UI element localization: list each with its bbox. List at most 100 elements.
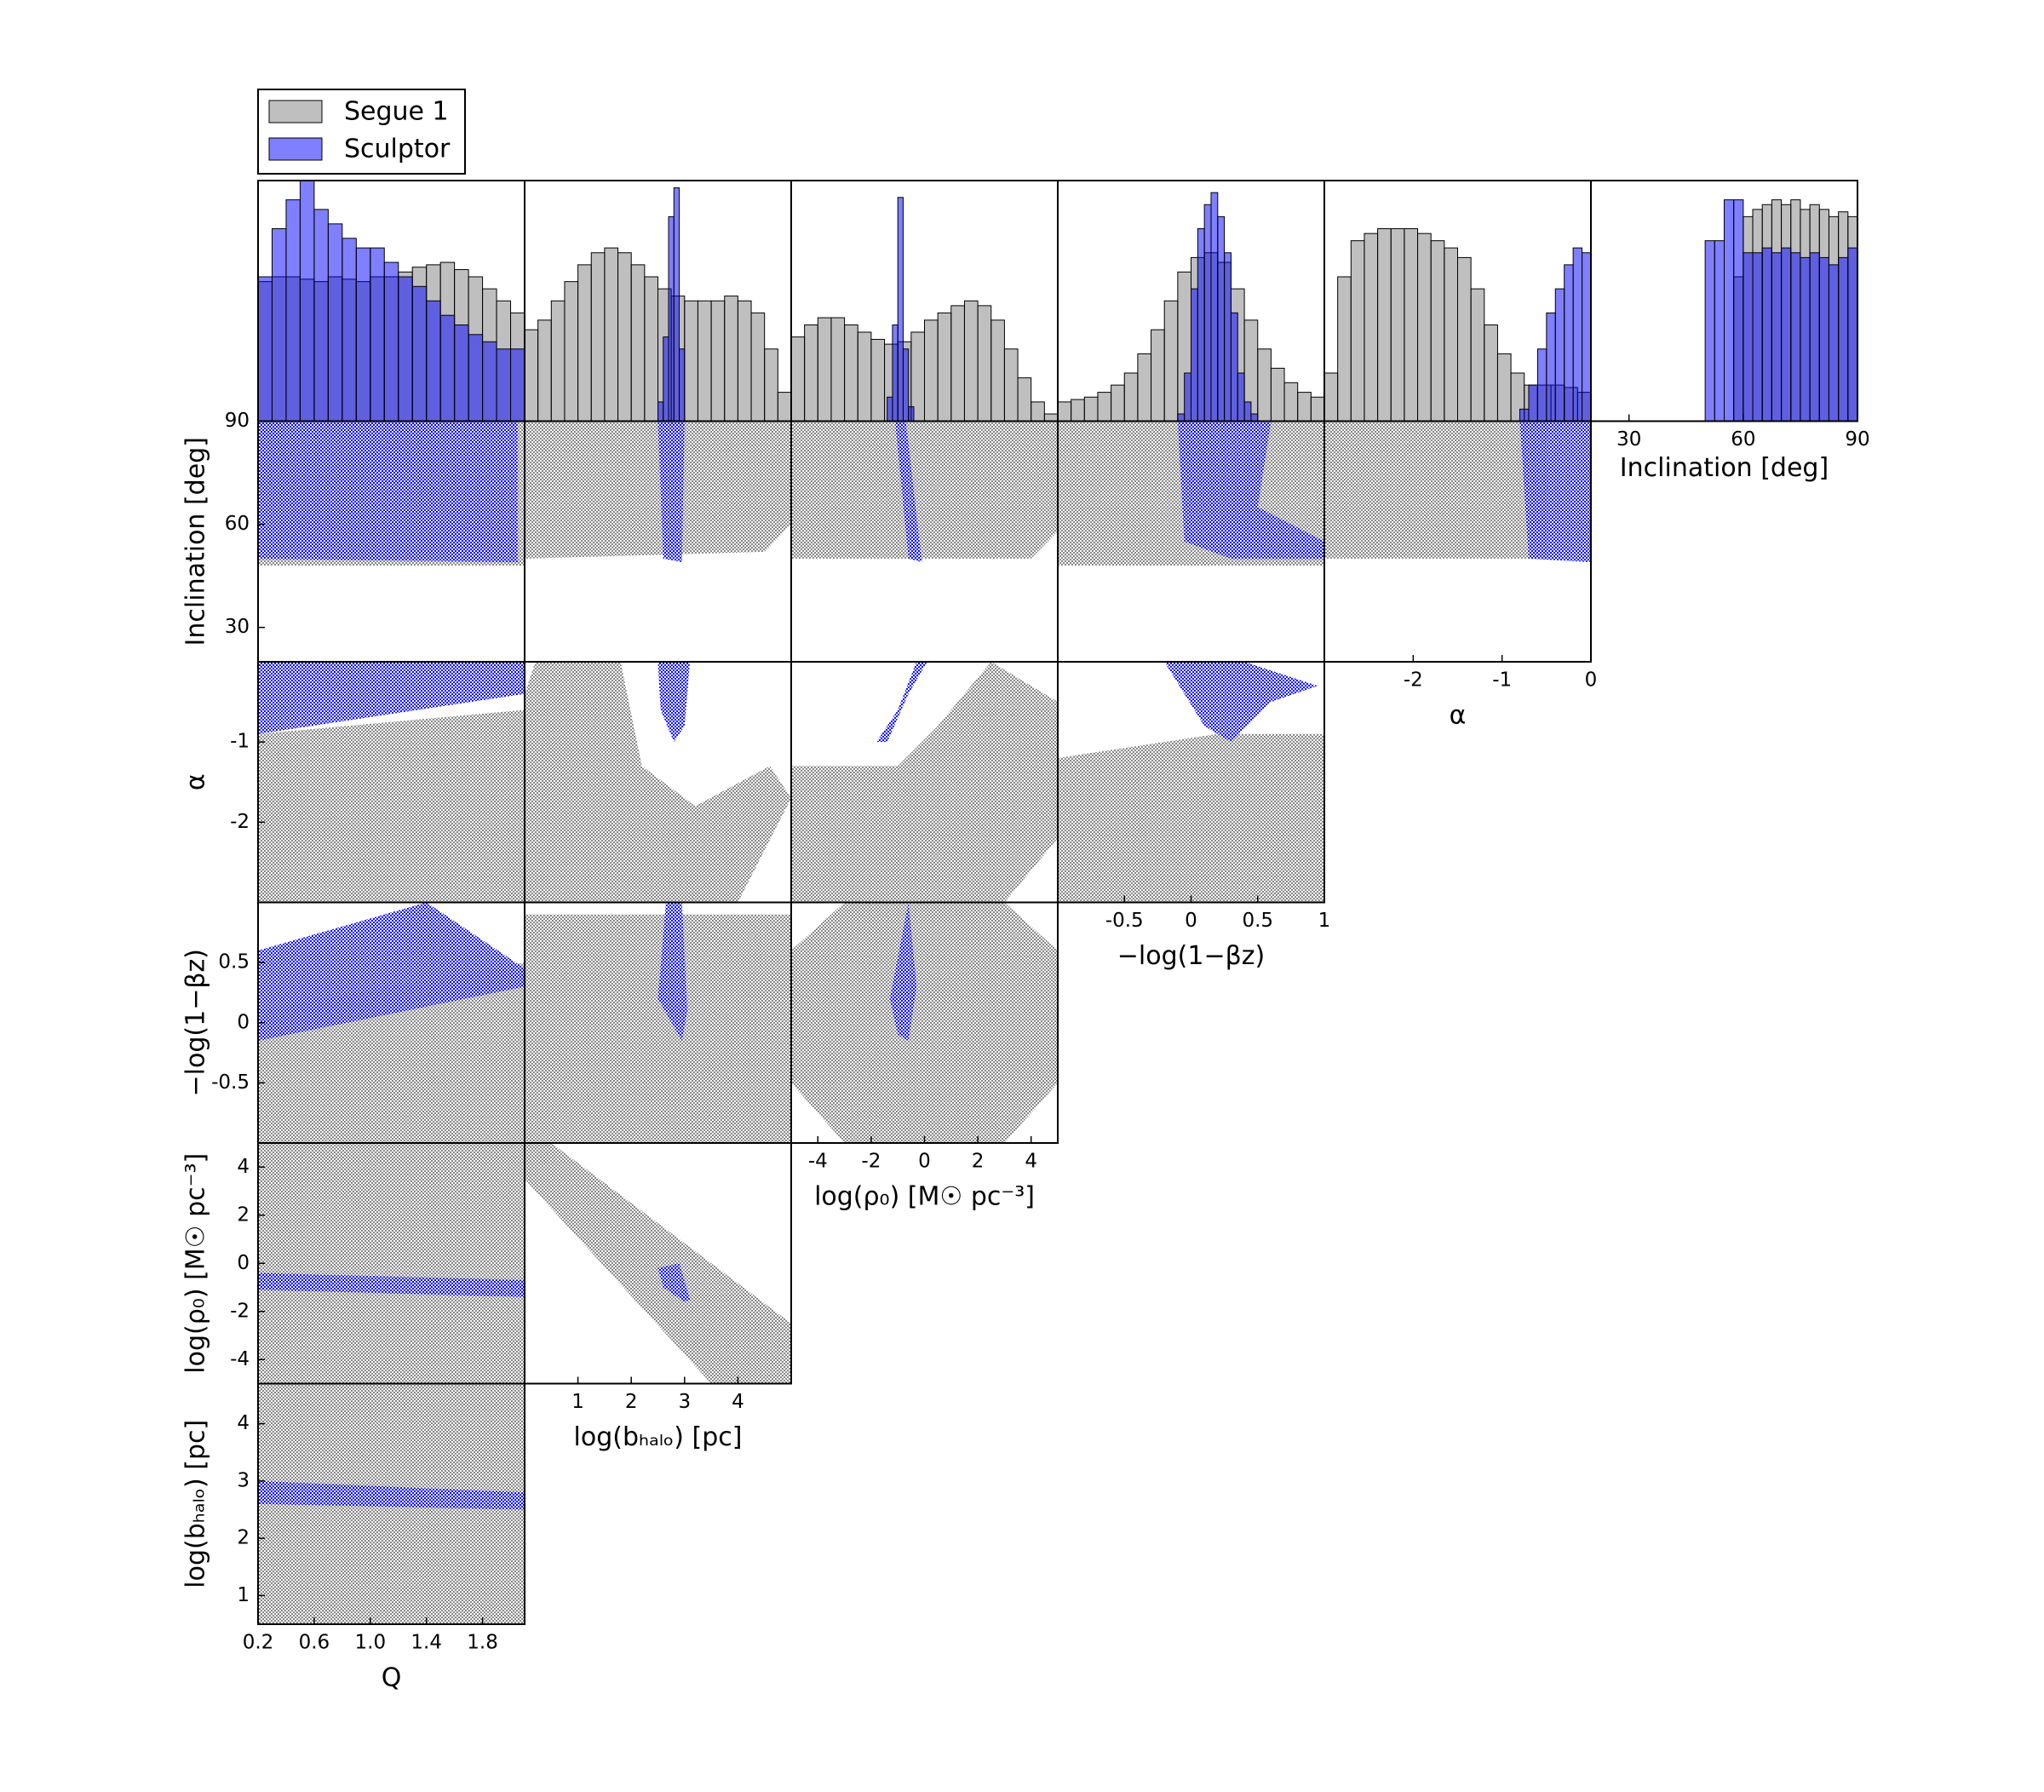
y-tick-label: 1 — [237, 1584, 250, 1606]
histogram-bar — [525, 329, 539, 422]
y-tick-label: 0.5 — [218, 951, 250, 974]
panel — [791, 662, 1058, 903]
histogram-bar — [777, 392, 791, 422]
histogram-bar — [1484, 325, 1498, 422]
panel-frame — [1590, 180, 1858, 422]
panel — [258, 1383, 525, 1624]
histogram-bar — [1217, 215, 1226, 422]
x-tick-label: 0.6 — [299, 1632, 330, 1654]
y-tick-label: -2 — [230, 1300, 250, 1322]
histogram-bar — [1031, 401, 1045, 422]
histogram-bar — [590, 252, 606, 422]
histogram-bar — [1123, 372, 1139, 422]
histogram-bar — [924, 319, 939, 422]
x-axis-label: log(bₕₐₗₒ) [pc] — [574, 1422, 743, 1452]
y-tick-label: -0.5 — [211, 1071, 250, 1094]
histogram-bar — [737, 300, 752, 422]
panel — [525, 421, 791, 562]
histogram-bar — [1582, 252, 1591, 422]
legend-swatch — [268, 137, 323, 161]
scatter-cloud — [1177, 421, 1324, 559]
histogram-bar — [1003, 348, 1019, 422]
histogram-bar — [398, 276, 413, 422]
histogram-bar — [870, 338, 886, 422]
x-tick-label: -2 — [861, 1151, 881, 1173]
histogram-bar — [1297, 392, 1312, 422]
histogram-bar — [550, 300, 566, 422]
scatter-cloud — [791, 902, 1058, 1143]
scatter-cloud — [258, 1143, 525, 1384]
panel — [258, 1143, 525, 1384]
histogram-bar — [1733, 199, 1744, 422]
panel — [791, 421, 1058, 562]
x-tick-label: 0.5 — [1242, 910, 1273, 932]
histogram-bar — [887, 396, 893, 422]
histogram-bar — [963, 300, 979, 422]
panel — [525, 662, 791, 903]
y-tick-label: 4 — [237, 1156, 250, 1178]
scatter-cloud — [258, 421, 518, 562]
panel — [1324, 228, 1591, 422]
x-tick-label: 30 — [1616, 428, 1641, 451]
x-tick-label: 2 — [625, 1391, 638, 1413]
panel — [258, 421, 525, 566]
histogram-bar — [724, 296, 738, 422]
histogram-bar — [764, 348, 778, 422]
panel — [1058, 662, 1324, 903]
histogram-bar — [857, 331, 872, 422]
histogram-bar — [697, 300, 712, 422]
legend-swatch — [268, 100, 323, 123]
histogram-bar — [1230, 312, 1238, 422]
histogram-bar — [1071, 399, 1085, 422]
histogram-bar — [299, 181, 315, 422]
histogram-bar — [1404, 228, 1419, 422]
histogram-bar — [908, 406, 915, 422]
y-axis-label: log(ρ₀) [M☉ pc⁻³] — [181, 1153, 211, 1374]
histogram-bar — [1390, 228, 1405, 422]
histogram-bar — [817, 317, 832, 422]
histogram-bar — [804, 325, 818, 422]
y-tick-label: 90 — [225, 410, 250, 432]
histogram-bar — [1704, 240, 1715, 422]
scatter-cloud — [258, 1480, 525, 1510]
scatter-cloud — [657, 902, 687, 1041]
histogram-bar — [1470, 288, 1485, 422]
x-tick-label: -4 — [808, 1151, 828, 1173]
x-tick-label: 90 — [1845, 428, 1869, 451]
histogram-bar — [1528, 384, 1538, 422]
histogram-bar — [1847, 247, 1857, 422]
x-tick-label: 4 — [1025, 1151, 1037, 1173]
histogram-bar — [271, 228, 287, 422]
panel-frame — [1323, 420, 1592, 663]
x-tick-label: 1 — [571, 1391, 584, 1413]
panel — [258, 902, 525, 1143]
x-tick-label: 0 — [1185, 910, 1197, 932]
histogram-bar — [1519, 408, 1530, 422]
y-tick-label: -2 — [230, 811, 250, 833]
histogram-bar — [426, 300, 441, 422]
histogram-bar — [1536, 348, 1547, 422]
y-tick-label: -4 — [230, 1348, 250, 1370]
histogram-bar — [327, 223, 343, 422]
scatter-cloud — [525, 1143, 791, 1384]
x-tick-label: 1 — [1318, 910, 1331, 932]
histogram-bar — [1197, 228, 1205, 422]
x-tick-label: 4 — [732, 1391, 744, 1413]
histogram-bar — [1177, 413, 1186, 422]
histogram-bar — [1364, 233, 1379, 422]
histogram-bar — [990, 319, 1005, 422]
histogram-bar — [1714, 240, 1725, 422]
scatter-cloud — [1324, 421, 1547, 559]
x-axis-label: log(ρ₀) [M☉ pc⁻³] — [814, 1182, 1035, 1212]
histogram-bar — [468, 334, 484, 422]
histogram-bar — [1283, 382, 1299, 422]
scatter-cloud — [657, 1263, 691, 1302]
histogram-bar — [1572, 247, 1583, 422]
panel — [525, 187, 791, 422]
y-tick-label: -1 — [230, 731, 250, 753]
panel — [525, 902, 791, 1143]
y-tick-label: 60 — [225, 513, 250, 535]
panel-frame — [257, 1382, 525, 1625]
